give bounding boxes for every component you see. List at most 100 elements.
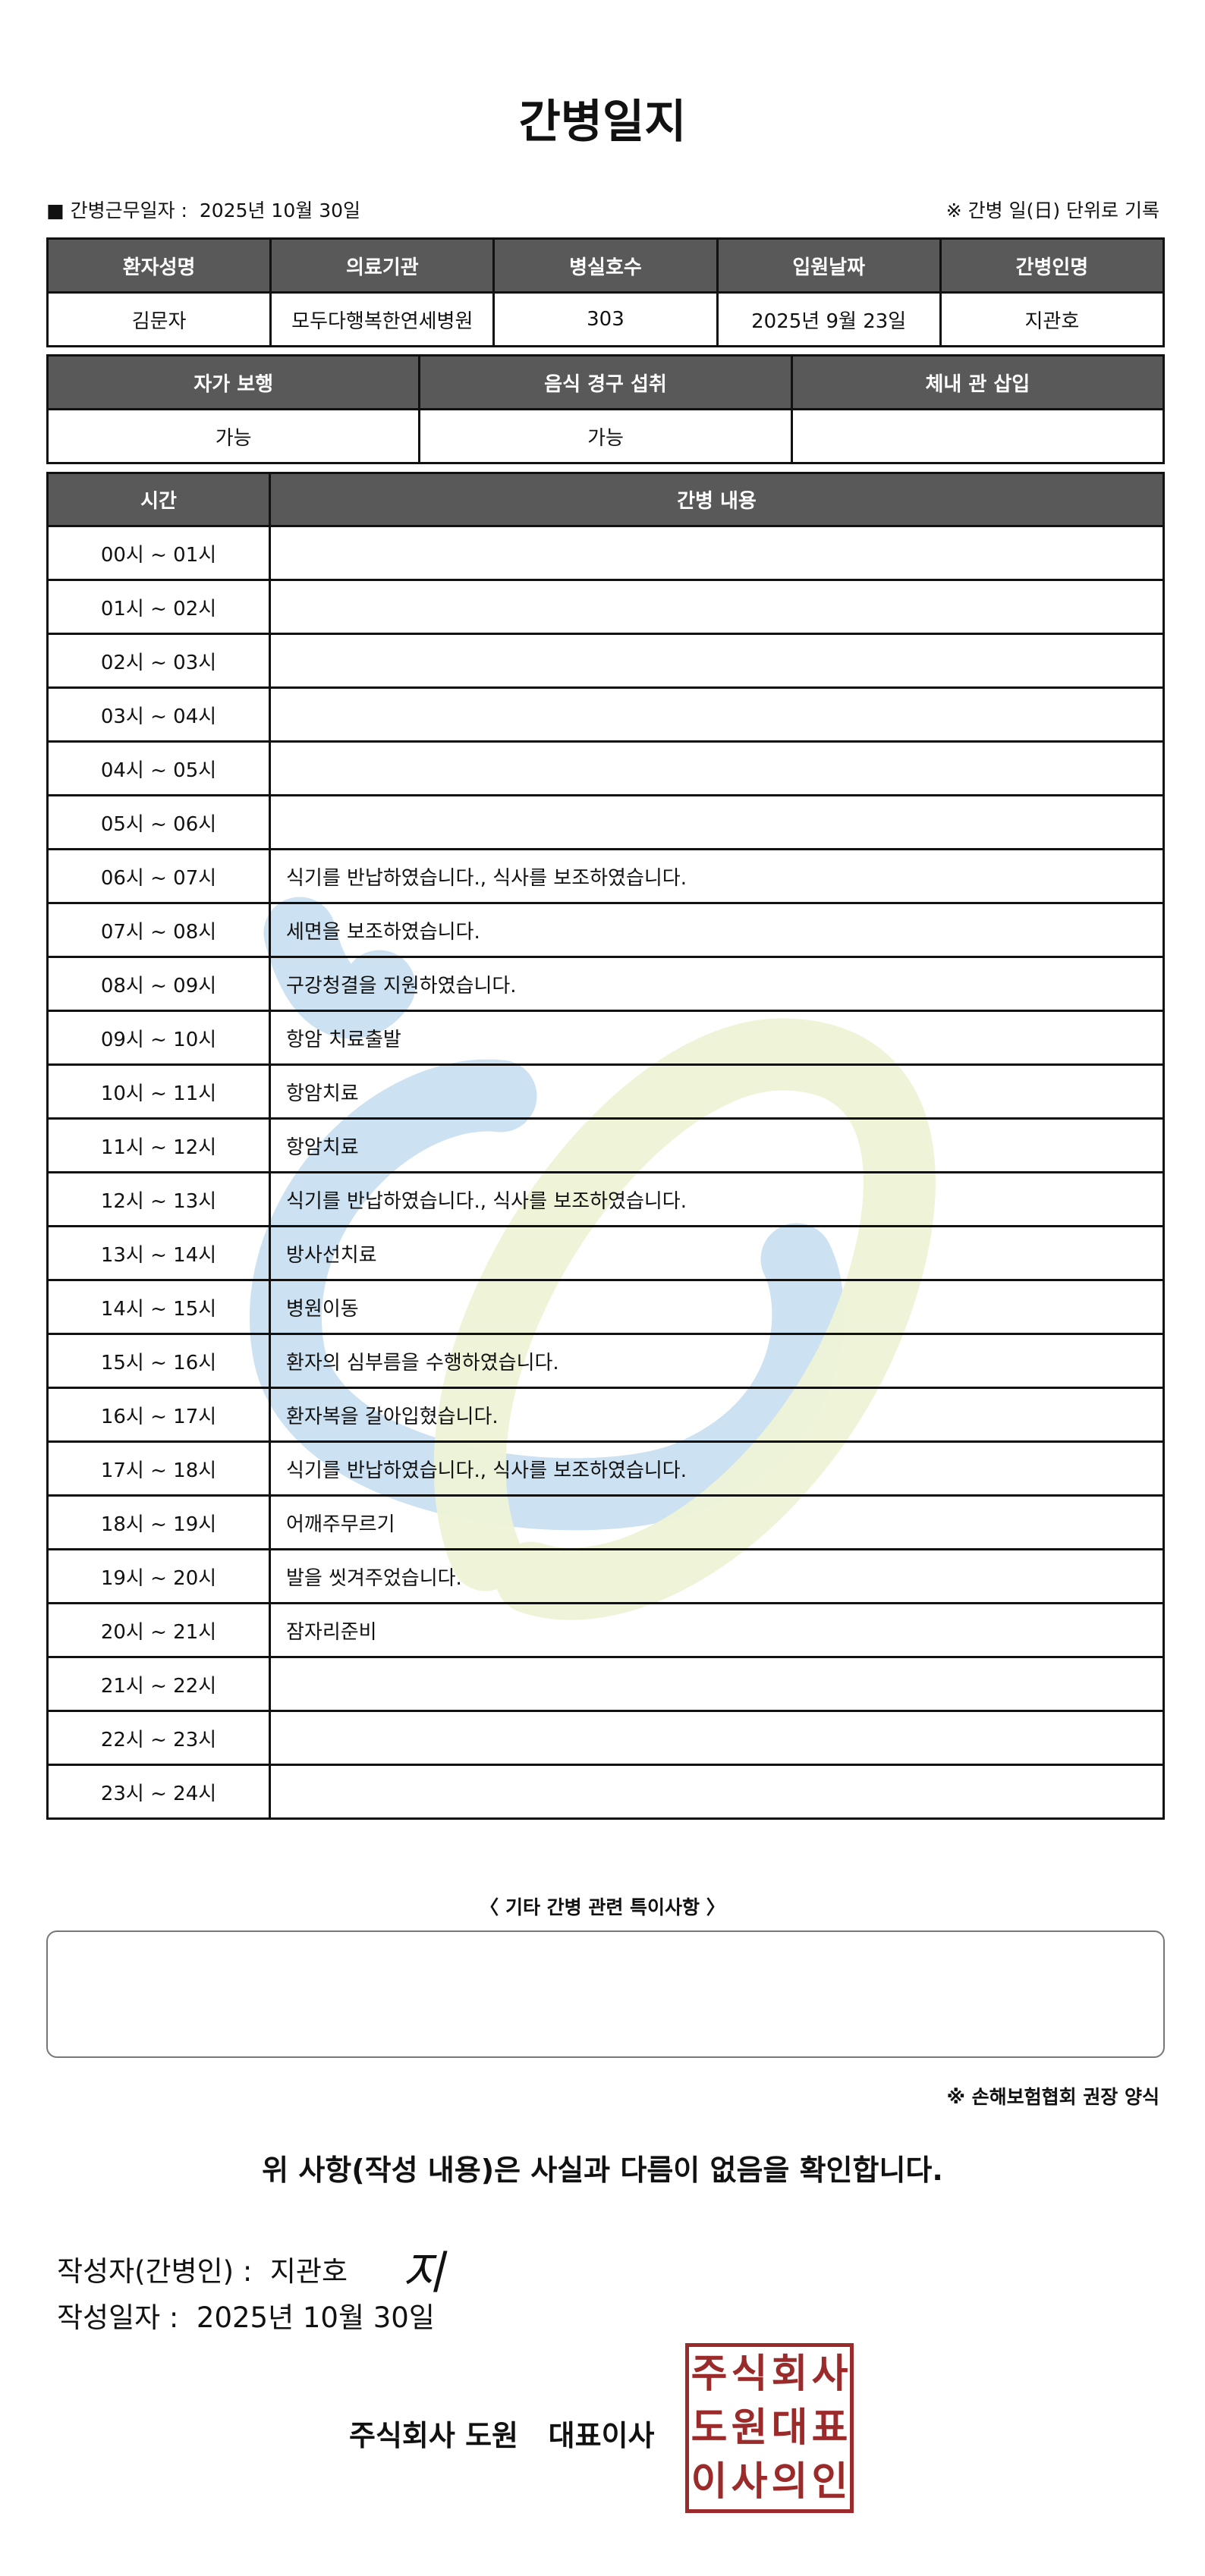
work-date-label: ■ 간병근무일자 : (46, 199, 187, 221)
record-unit-note: ※ 간병 일(日) 단위로 기록 (945, 199, 1159, 221)
table-row: 16시 ~ 17시 환자복을 갈아입혔습니다. (46, 1387, 1165, 1443)
special-notes-label: 〈 기타 간병 관련 특이사항 〉 (480, 1896, 725, 1918)
time-slot: 09시 ~ 10시 (46, 1010, 271, 1066)
table-header-row: 자가 보행 음식 경구 섭취 체내 관 삽입 (46, 354, 1166, 410)
table-row: 00시 ~ 01시 (46, 525, 1165, 581)
table-row: 19시 ~ 20시 발을 씻겨주었습니다. (46, 1548, 1165, 1604)
caregiver-name: 지관호 (939, 291, 1166, 347)
time-slot: 04시 ~ 05시 (46, 740, 271, 796)
time-slot: 05시 ~ 06시 (46, 794, 271, 850)
care-content (269, 633, 1165, 689)
table-header-row: 시간 간병 내용 (46, 472, 1165, 527)
stamp-character: 식 (731, 2351, 768, 2397)
patient-status-table: 자가 보행 음식 경구 섭취 체내 관 삽입 가능 가능 (46, 354, 1166, 464)
care-content: 구강청결을 지원하였습니다. (269, 956, 1165, 1012)
author-name: 지관호 (269, 2255, 348, 2288)
author-label: 작성자(간병인) : (57, 2255, 253, 2288)
table-row: 14시 ~ 15시 병원이동 (46, 1279, 1165, 1335)
time-slot: 22시 ~ 23시 (46, 1710, 271, 1766)
confirmation-statement: 위 사항(작성 내용)은 사실과 다름이 없음을 확인합니다. (262, 2153, 943, 2187)
time-slot: 16시 ~ 17시 (46, 1387, 271, 1443)
stamp-character: 이 (691, 2459, 728, 2505)
table-row: 10시 ~ 11시 항암치료 (46, 1063, 1165, 1120)
table-row: 23시 ~ 24시 (46, 1764, 1165, 1820)
time-slot: 11시 ~ 12시 (46, 1117, 271, 1173)
patient-name: 김문자 (46, 291, 272, 347)
walking-status: 가능 (46, 408, 421, 464)
time-slot: 23시 ~ 24시 (46, 1764, 271, 1820)
care-content (269, 1656, 1165, 1712)
care-content: 잠자리준비 (269, 1602, 1165, 1658)
written-date-label: 작성일자 : (57, 2301, 179, 2334)
time-slot: 15시 ~ 16시 (46, 1333, 271, 1389)
insurance-form-note: ※ 손해보험협회 권장 양식 (946, 2086, 1159, 2108)
time-slot: 13시 ~ 14시 (46, 1225, 271, 1281)
stamp-character: 도 (691, 2405, 728, 2451)
stamp-character: 표 (811, 2405, 848, 2451)
room-number: 303 (492, 291, 719, 347)
time-slot: 10시 ~ 11시 (46, 1063, 271, 1120)
work-date-line: ■ 간병근무일자 : 2025년 10월 30일 (46, 196, 360, 223)
stamp-character: 주 (691, 2351, 728, 2397)
tube-insertion-status (790, 408, 1166, 464)
stamp-character: 회 (771, 2351, 808, 2397)
time-slot: 20시 ~ 21시 (46, 1602, 271, 1658)
stamp-character: 원 (731, 2405, 768, 2451)
care-content: 환자복을 갈아입혔습니다. (269, 1387, 1165, 1443)
signature: 지 (401, 2247, 444, 2300)
header-care-content: 간병 내용 (269, 472, 1165, 527)
header-admission-date: 입원날짜 (716, 237, 942, 294)
patient-info-table: 환자성명 의료기관 병실호수 입원날짜 간병인명 김문자 모두다행복한연세병원 … (46, 237, 1166, 347)
table-row: 05시 ~ 06시 (46, 794, 1165, 850)
table-row: 15시 ~ 16시 환자의 심부름을 수행하였습니다. (46, 1333, 1165, 1389)
time-slot: 21시 ~ 22시 (46, 1656, 271, 1712)
table-row: 가능 가능 (46, 408, 1166, 464)
care-content (269, 686, 1165, 743)
table-row: 06시 ~ 07시 식기를 반납하였습니다., 식사를 보조하였습니다. (46, 848, 1165, 904)
table-row: 17시 ~ 18시 식기를 반납하였습니다., 식사를 보조하였습니다. (46, 1440, 1165, 1497)
table-row: 22시 ~ 23시 (46, 1710, 1165, 1766)
stamp-character: 의 (771, 2459, 808, 2505)
time-slot: 18시 ~ 19시 (46, 1494, 271, 1550)
company-signatory: 주식회사 도원 대표이사 (349, 2419, 655, 2452)
author-line: 작성자(간병인) : 지관호 지 (57, 2229, 444, 2300)
time-slot: 12시 ~ 13시 (46, 1171, 271, 1227)
time-slot: 17시 ~ 18시 (46, 1440, 271, 1497)
care-log-table: 시간 간병 내용 00시 ~ 01시 01시 ~ 02시 02시 ~ 03시 03시 … (46, 472, 1165, 1820)
care-content: 식기를 반납하였습니다., 식사를 보조하였습니다. (269, 1171, 1165, 1227)
hospital: 모두다행복한연세병원 (269, 291, 496, 347)
table-row: 21시 ~ 22시 (46, 1656, 1165, 1712)
stamp-character: 인 (811, 2459, 848, 2505)
table-row: 01시 ~ 02시 (46, 579, 1165, 635)
written-date: 2025년 10월 30일 (196, 2301, 435, 2334)
special-notes-box (46, 1930, 1165, 2058)
care-content: 방사선치료 (269, 1225, 1165, 1281)
oral-intake-status: 가능 (418, 408, 793, 464)
header-room: 병실호수 (492, 237, 719, 294)
table-row: 09시 ~ 10시 항암 치료출발 (46, 1010, 1165, 1066)
time-slot: 01시 ~ 02시 (46, 579, 271, 635)
table-row: 07시 ~ 08시 세면을 보조하였습니다. (46, 902, 1165, 958)
stamp-character: 대 (771, 2405, 808, 2451)
stamp-character: 사 (811, 2351, 848, 2397)
admission-date: 2025년 9월 23일 (716, 291, 942, 347)
care-content: 식기를 반납하였습니다., 식사를 보조하였습니다. (269, 848, 1165, 904)
table-row: 13시 ~ 14시 방사선치료 (46, 1225, 1165, 1281)
time-slot: 19시 ~ 20시 (46, 1548, 271, 1604)
table-row: 08시 ~ 09시 구강청결을 지원하였습니다. (46, 956, 1165, 1012)
stamp-character: 사 (731, 2459, 768, 2505)
written-date-line: 작성일자 : 2025년 10월 30일 (57, 2295, 435, 2336)
table-row: 02시 ~ 03시 (46, 633, 1165, 689)
table-row: 12시 ~ 13시 식기를 반납하였습니다., 식사를 보조하였습니다. (46, 1171, 1165, 1227)
care-content: 세면을 보조하였습니다. (269, 902, 1165, 958)
care-content (269, 1764, 1165, 1820)
care-content: 병원이동 (269, 1279, 1165, 1335)
care-content (269, 579, 1165, 635)
care-content (269, 1710, 1165, 1766)
header-caregiver: 간병인명 (939, 237, 1166, 294)
table-row: 김문자 모두다행복한연세병원 303 2025년 9월 23일 지관호 (46, 291, 1166, 347)
table-row: 03시 ~ 04시 (46, 686, 1165, 743)
header-tube-insertion: 체내 관 삽입 (790, 354, 1166, 410)
care-content: 항암치료 (269, 1117, 1165, 1173)
header-hospital: 의료기관 (269, 237, 496, 294)
